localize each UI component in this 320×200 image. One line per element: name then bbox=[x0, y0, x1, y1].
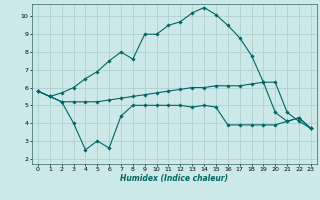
X-axis label: Humidex (Indice chaleur): Humidex (Indice chaleur) bbox=[120, 174, 228, 183]
